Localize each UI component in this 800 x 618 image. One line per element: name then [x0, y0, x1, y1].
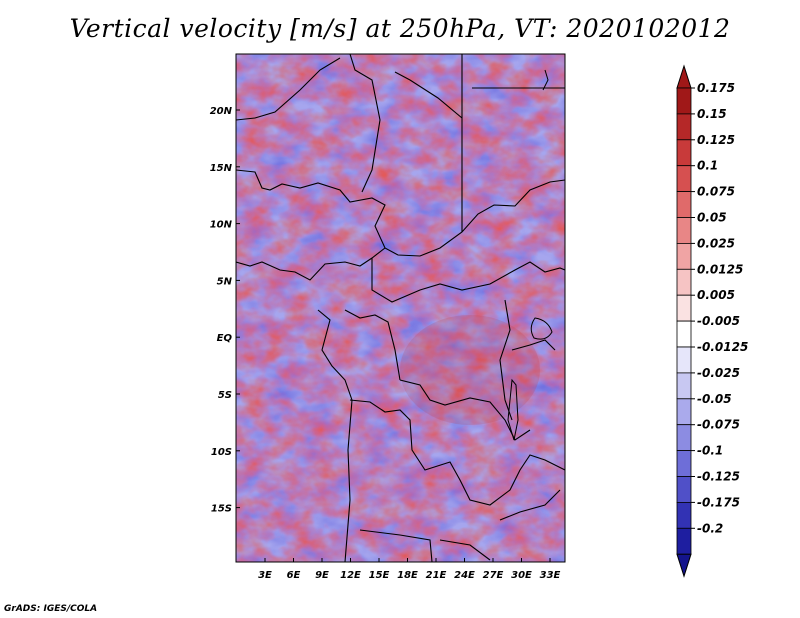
colorbar-label: 0.15: [697, 107, 727, 121]
colorbar-label: -0.175: [697, 495, 740, 509]
colorbar-segment: [676, 450, 692, 477]
colorbar-label: -0.2: [697, 521, 723, 535]
colorbar-segment: [676, 217, 692, 244]
lon-label: 3E: [258, 570, 272, 581]
lat-label: 10N: [210, 220, 233, 231]
colorbar-segment: [676, 139, 692, 167]
map-frame: [235, 53, 566, 563]
lakes: [507, 69, 553, 441]
lat-label: EQ: [217, 333, 233, 344]
colorbar-label: 0.175: [697, 81, 735, 95]
colorbar-label: -0.0125: [697, 340, 748, 354]
colorbar-label: 0.1: [697, 159, 718, 173]
map-panel: [236, 54, 565, 562]
colorbar-label: 0.05: [697, 211, 727, 225]
colorbar-segment: [676, 501, 692, 529]
colorbar-segment: [676, 398, 692, 426]
colorbar-label: -0.125: [697, 470, 740, 484]
colorbar-label: -0.025: [697, 366, 740, 380]
colorbar-segment: [676, 191, 692, 218]
lon-label: 30E: [511, 570, 532, 581]
convective-region: [400, 315, 540, 425]
latitude-axis: 20N 15N 10N 5N EQ 5S 10S 15S: [210, 106, 240, 515]
colorbar-label: -0.05: [697, 392, 732, 406]
lon-label: 24E: [454, 570, 475, 581]
lat-label: 15S: [211, 504, 232, 515]
colorbar-label: 0.125: [697, 133, 735, 147]
colorbar-segment: [676, 87, 692, 115]
lon-label: 33E: [540, 570, 561, 581]
colorbar: 0.175 0.15 0.125 0.1 0.075 0.05 0.025 0.0125 0.0…: [676, 64, 748, 578]
colorbar-segment: [676, 476, 692, 503]
lon-label: 21E: [426, 570, 447, 581]
colorbar-segment: [676, 113, 692, 141]
lat-label: 5N: [217, 276, 233, 287]
lon-label: 18E: [397, 570, 418, 581]
colorbar-label: 0.005: [697, 288, 735, 302]
map-title: Vertical velocity [m/s] at 250hPa, VT: 2…: [69, 14, 731, 43]
lon-label: 9E: [315, 570, 329, 581]
velocity-field: [236, 54, 565, 562]
lat-label: 15N: [210, 163, 233, 174]
colorbar-segment: [676, 424, 692, 452]
colorbar-segment: [676, 320, 692, 348]
colorbar-label: 0.075: [697, 185, 735, 199]
colorbar-label: 0.0125: [697, 262, 743, 276]
lon-label: 15E: [369, 570, 390, 581]
colorbar-segment: [676, 527, 692, 555]
lon-label: 27E: [483, 570, 504, 581]
lat-label: 10S: [211, 447, 232, 458]
colorbar-label: 0.025: [697, 236, 735, 250]
colorbar-segment: [676, 268, 692, 296]
borders: [236, 54, 565, 562]
colorbar-segment: [676, 165, 692, 192]
colorbar-top-arrow: [676, 64, 692, 89]
colorbar-segment: [676, 242, 692, 270]
lat-label: 5S: [218, 390, 232, 401]
grads-credit: GrADS: IGES/COLA: [4, 604, 98, 614]
colorbar-segment: [676, 346, 692, 374]
colorbar-bottom-arrow: [676, 553, 692, 578]
colorbar-label: -0.075: [697, 418, 740, 432]
colorbar-segment: [676, 294, 692, 322]
longitude-axis: 3E 6E 9E 12E 15E 18E 21E 24E 27E 30E 33E: [258, 558, 561, 581]
colorbar-segment: [676, 372, 692, 400]
colorbar-label: -0.1: [697, 444, 723, 458]
lat-label: 20N: [210, 106, 233, 117]
colorbar-label: -0.005: [697, 314, 740, 328]
lon-label: 6E: [287, 570, 301, 581]
lon-label: 12E: [340, 570, 361, 581]
